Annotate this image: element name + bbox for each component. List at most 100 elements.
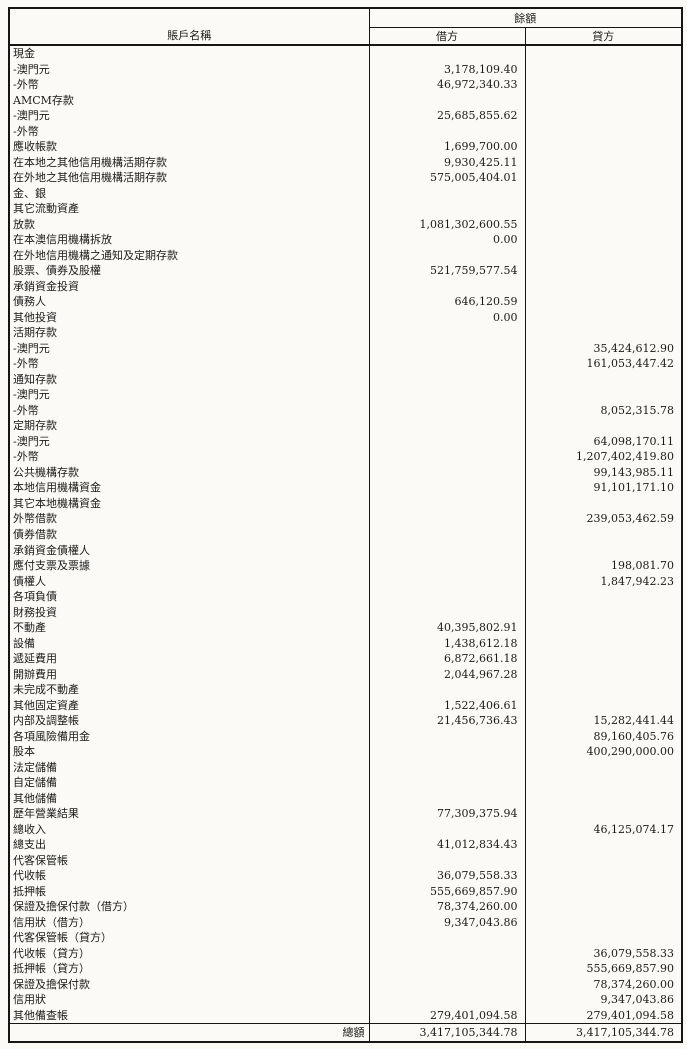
- table-row: 總收入 46,125,074.17: [8, 821, 683, 838]
- account-label: 抵押帳: [8, 883, 370, 900]
- debit-value: 25,685,855.62: [368, 108, 526, 124]
- credit-value: [524, 418, 683, 434]
- debit-value: 0.00: [368, 232, 526, 248]
- credit-value: [524, 526, 683, 543]
- account-label: 各項風險備用金: [8, 728, 370, 745]
- debit-value: [368, 278, 526, 295]
- account-label: 本地信用機構資金: [8, 480, 370, 496]
- debit-value: 1,081,302,600.55: [368, 216, 526, 233]
- debit-value: 575,005,404.01: [368, 170, 526, 186]
- credit-value: [524, 139, 683, 155]
- debit-value: [368, 201, 526, 217]
- credit-value: [524, 216, 683, 233]
- debit-value: 46,972,340.33: [368, 77, 526, 93]
- table-row: 總支出 41,012,834.43: [8, 837, 683, 853]
- debit-value: 646,120.59: [368, 294, 526, 310]
- credit-value: [524, 371, 683, 388]
- debit-value: [368, 759, 526, 776]
- table-row: 在外地之其他信用機構活期存款 575,005,404.01: [8, 170, 683, 186]
- credit-value: 198,081.70: [524, 558, 683, 574]
- account-label: -澳門元: [8, 387, 370, 403]
- credit-value: [524, 309, 683, 326]
- debit-value: 279,401,094.58: [368, 1007, 526, 1024]
- credit-value: [524, 806, 683, 822]
- account-label: 應付支票及票據: [8, 558, 370, 574]
- account-label: AMCM存款: [8, 92, 370, 109]
- account-label: 自定儲備: [8, 775, 370, 791]
- debit-value: [368, 558, 526, 574]
- account-label: 信用狀（借方）: [8, 914, 370, 931]
- account-label: -澳門元: [8, 61, 370, 78]
- credit-value: [524, 77, 683, 93]
- debit-value: [368, 511, 526, 527]
- credit-value: [524, 154, 683, 171]
- trial-balance-table: 賬戶名稱 餘額 借方 貸方 現金 -澳門元 3,178,109.40 -外幣 4…: [8, 7, 683, 1044]
- account-label: 保證及擔保付款（借方）: [8, 899, 370, 915]
- account-label: 遞延費用: [8, 651, 370, 667]
- debit-value: [368, 464, 526, 481]
- table-row: 本地信用機構資金 91,101,171.10: [8, 480, 683, 496]
- table-row: 抵押帳（貸方） 555,669,857.90: [8, 961, 683, 977]
- credit-value: 36,079,558.33: [524, 945, 683, 962]
- credit-value: [524, 170, 683, 186]
- credit-value: [524, 930, 683, 946]
- credit-value: 64,098,170.11: [524, 433, 683, 450]
- table-row: 其他儲備: [8, 790, 683, 807]
- table-row: 公共機構存款 99,143,985.11: [8, 464, 683, 481]
- account-label: 其它本地機構資金: [8, 495, 370, 512]
- debit-value: [368, 387, 526, 403]
- debit-value: 40,395,802.91: [368, 620, 526, 636]
- table-row: 信用狀（借方） 9,347,043.86: [8, 914, 683, 931]
- account-label: 債務人: [8, 294, 370, 310]
- debit-value: [368, 356, 526, 372]
- credit-value: 78,374,260.00: [524, 976, 683, 993]
- debit-value: [368, 185, 526, 202]
- table-row: 未完成不動產: [8, 682, 683, 698]
- account-label: 代客保管帳: [8, 852, 370, 869]
- total-label: 總額: [8, 1023, 370, 1044]
- debit-value: [368, 526, 526, 543]
- debit-value: [368, 418, 526, 434]
- credit-value: [524, 201, 683, 217]
- table-row: 法定儲備: [8, 759, 683, 776]
- debit-value: [368, 449, 526, 465]
- debit-value: [368, 945, 526, 962]
- credit-value: [524, 61, 683, 78]
- table-row: -澳門元 64,098,170.11: [8, 433, 683, 450]
- credit-value: [524, 232, 683, 248]
- debit-value: 77,309,375.94: [368, 806, 526, 822]
- account-label: 其他投資: [8, 309, 370, 326]
- table-row: 債權人 1,847,942.23: [8, 573, 683, 590]
- credit-value: [524, 294, 683, 310]
- credit-value: [524, 589, 683, 605]
- account-label: 歷年營業結果: [8, 806, 370, 822]
- table-row: 各項風險備用金 89,160,405.76: [8, 728, 683, 745]
- table-row: -澳門元 35,424,612.90: [8, 340, 683, 357]
- account-label: 在外地信用機構之通知及定期存款: [8, 247, 370, 264]
- credit-value: [524, 325, 683, 341]
- table-row: 承銷資金投資: [8, 278, 683, 295]
- credit-value: [524, 682, 683, 698]
- table-row: 開辦費用 2,044,967.28: [8, 666, 683, 683]
- credit-value: 1,847,942.23: [524, 573, 683, 590]
- account-label: 代收帳（貸方）: [8, 945, 370, 962]
- table-row: 應付支票及票據 198,081.70: [8, 558, 683, 574]
- credit-value: [524, 899, 683, 915]
- credit-value: [524, 495, 683, 512]
- account-label: 内部及調整帳: [8, 713, 370, 729]
- debit-value: 36,079,558.33: [368, 868, 526, 884]
- debit-value: 1,699,700.00: [368, 139, 526, 155]
- account-label: 定期存款: [8, 418, 370, 434]
- table-row: 債務人 646,120.59: [8, 294, 683, 310]
- table-row: -澳門元 25,685,855.62: [8, 108, 683, 124]
- table-row: 在本澳信用機構拆放 0.00: [8, 232, 683, 248]
- credit-value: 99,143,985.11: [524, 464, 683, 481]
- account-label: 未完成不動產: [8, 682, 370, 698]
- debit-value: [368, 573, 526, 590]
- total-row: 總額 3,417,105,344.78 3,417,105,344.78: [8, 1023, 683, 1044]
- credit-value: [524, 92, 683, 109]
- credit-value: 89,160,405.76: [524, 728, 683, 745]
- debit-value: [368, 402, 526, 419]
- debit-value: [368, 480, 526, 496]
- debit-value: 9,930,425.11: [368, 154, 526, 171]
